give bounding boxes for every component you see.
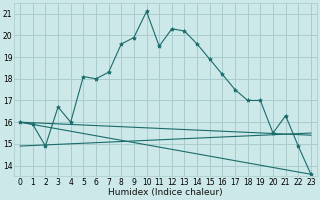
X-axis label: Humidex (Indice chaleur): Humidex (Indice chaleur) (108, 188, 223, 197)
